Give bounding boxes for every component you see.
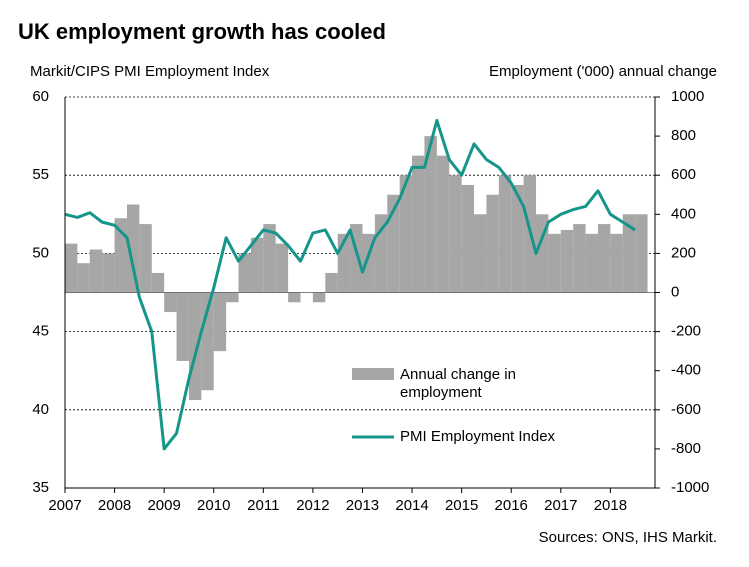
bar <box>275 243 289 293</box>
y2-tick-label: 1000 <box>671 88 704 105</box>
y2-tick-label: 600 <box>671 166 696 183</box>
bar <box>213 292 227 352</box>
legend-label: PMI Employment Index <box>400 428 556 445</box>
bar <box>176 292 189 361</box>
bar <box>151 272 165 293</box>
bar <box>486 194 499 293</box>
bar <box>597 224 611 293</box>
x-tick-label: 2017 <box>544 497 577 514</box>
x-tick-label: 2013 <box>346 497 379 514</box>
bar <box>474 214 487 293</box>
y2-tick-label: 200 <box>671 244 696 261</box>
y-tick-label: 35 <box>32 479 49 496</box>
source: Sources: ONS, IHS Markit. <box>539 529 717 546</box>
bar <box>238 253 251 293</box>
bar <box>139 224 152 293</box>
y-tick-label: 45 <box>32 323 49 340</box>
bar <box>449 175 462 293</box>
bar <box>226 292 239 303</box>
y-axis-label: Markit/CIPS PMI Employment Index <box>30 63 270 80</box>
bar <box>548 233 561 293</box>
x-tick-label: 2008 <box>98 497 131 514</box>
bar <box>114 218 127 293</box>
x-tick-label: 2010 <box>197 497 230 514</box>
bar <box>424 136 437 293</box>
bar <box>622 214 636 293</box>
x-tick-label: 2007 <box>48 497 81 514</box>
bar <box>573 224 586 293</box>
chart-title: UK employment growth has cooled <box>18 19 386 44</box>
y-tick-label: 40 <box>32 401 49 418</box>
y-tick-label: 60 <box>32 88 49 105</box>
y2-tick-label: -200 <box>671 323 701 340</box>
bar <box>288 292 301 303</box>
legend-label: Annual change in employment <box>400 366 516 401</box>
bar <box>102 253 115 293</box>
bar <box>560 229 574 293</box>
x-tick-label: 2011 <box>247 497 279 514</box>
x-tick-label: 2014 <box>395 497 428 514</box>
x-tick-label: 2018 <box>594 497 627 514</box>
y2-tick-label: -1000 <box>671 479 709 496</box>
bar <box>412 155 425 293</box>
bar <box>77 263 90 293</box>
bar <box>188 292 202 401</box>
y2-tick-label: -800 <box>671 440 701 457</box>
bar <box>65 243 78 293</box>
bar <box>250 237 264 293</box>
y2-axis-label: Employment ('000) annual change <box>489 63 717 80</box>
y2-tick-label: 400 <box>671 205 696 222</box>
bar <box>89 249 103 293</box>
bar <box>635 214 648 293</box>
y-tick-label: 50 <box>32 244 49 261</box>
bar <box>461 184 475 293</box>
bar <box>610 233 623 293</box>
y2-tick-label: -400 <box>671 362 701 379</box>
bar <box>511 184 524 293</box>
y2-tick-label: -600 <box>671 401 701 418</box>
legend-swatch <box>352 368 394 380</box>
bar <box>164 292 177 313</box>
x-tick-label: 2015 <box>445 497 478 514</box>
bar <box>325 272 338 293</box>
bar <box>436 155 450 293</box>
y-tick-label: 55 <box>32 166 49 183</box>
bar <box>585 233 598 293</box>
line <box>64 118 636 451</box>
bar <box>498 175 512 293</box>
bar <box>263 224 276 293</box>
y2-tick-label: 0 <box>671 283 679 300</box>
bar <box>399 175 413 293</box>
bar <box>312 292 326 303</box>
x-tick-label: 2009 <box>147 497 180 514</box>
x-tick-label: 2016 <box>495 497 528 514</box>
bar <box>126 204 140 293</box>
x-tick-label: 2012 <box>296 497 329 514</box>
y2-tick-label: 800 <box>671 127 696 144</box>
